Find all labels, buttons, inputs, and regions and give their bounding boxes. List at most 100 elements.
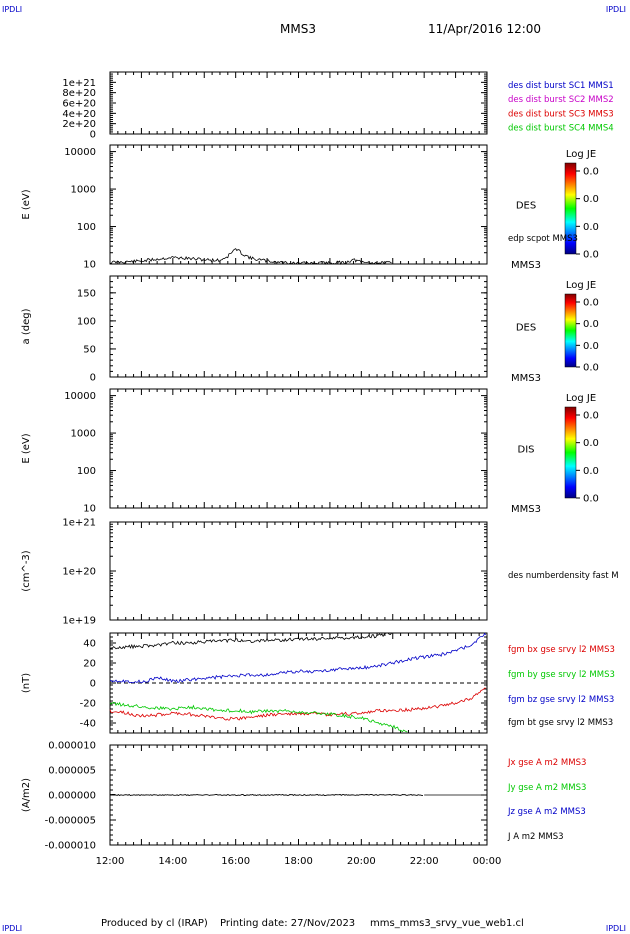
panel-3-ytick-label-2: 1000 — [71, 429, 96, 440]
panel-0-ytick-label-3: 6e+20 — [62, 99, 96, 110]
panel-6-series-line — [109, 793, 423, 797]
panel-1-ytick-label-3: 10000 — [64, 147, 96, 158]
panel-2-colorbar-tick-label-3: 0.0 — [583, 363, 599, 374]
panel-4-ylabel: (cm^-3) — [21, 550, 32, 591]
panel-5-legend-1: fgm by gse srvy l2 MMS3 — [508, 670, 615, 680]
spacecraft-title: MMS3 — [280, 22, 316, 36]
panel-0-frame — [109, 71, 488, 135]
panel-4-ytick-label-1: 1e+20 — [62, 567, 96, 578]
panel-1-colorbar-tick-label-0: 0.0 — [583, 167, 599, 178]
panel-4-ytick-label-0: 1e+19 — [62, 616, 96, 627]
panel-3-colorbar-title: Log JE — [566, 393, 596, 404]
panel-1-spacecraft-label: MMS3 — [511, 260, 541, 271]
panel-2-colorbar-tick-label-1: 0.0 — [583, 319, 599, 330]
footer-file: mms_mms3_srvy_vue_web1.cl — [370, 918, 524, 929]
panel-6-legend-0: Jx gse A m2 MMS3 — [507, 758, 586, 768]
panel-0-ytick-label-2: 4e+20 — [62, 109, 96, 120]
xaxis-tick-label-0: 12:00 — [96, 856, 125, 867]
panel-1-right-label: DES — [516, 201, 536, 212]
panel-5-series-0 — [109, 687, 486, 721]
panel-1-series-label: edp scpot MMS3 — [508, 234, 578, 244]
panel-3-ytick-label-3: 10000 — [64, 391, 96, 402]
panel-0-legend-0: des dist burst SC1 MMS1 — [508, 81, 614, 91]
xaxis-tick-label-4: 20:00 — [347, 856, 376, 867]
panel-1-colorbar-tick-label-2: 0.0 — [583, 222, 599, 233]
panel-6-ylabel: (A/m2) — [21, 778, 32, 812]
panel-3-ylabel: E (eV) — [21, 433, 32, 463]
panel-6-ytick-label-4: 0.000010 — [48, 741, 96, 752]
panel-5-ytick-label-1: -20 — [80, 699, 96, 710]
panel-0-ytick-label-0: 0 — [90, 130, 96, 141]
panel-1-frame — [109, 144, 488, 265]
panel-1-ytick-label-0: 10 — [83, 260, 96, 271]
panel-3-right-label: DIS — [518, 445, 535, 456]
panel-2-spacecraft-label: MMS3 — [511, 373, 541, 384]
panel-3-ytick-label-1: 100 — [77, 466, 96, 477]
date-title: 11/Apr/2016 12:00 — [428, 22, 542, 36]
panel-6-ytick-label-3: 0.000005 — [48, 766, 96, 777]
panel-2-ytick-label-2: 100 — [77, 316, 96, 327]
panel-5-ylabel: (nT) — [21, 673, 32, 693]
panel-2-ytick-label-0: 0 — [90, 373, 96, 384]
panel-3-colorbar — [564, 406, 577, 499]
panel-0-ytick-label-5: 1e+21 — [62, 78, 96, 89]
panel-5-legend-3: fgm bt gse srvy l2 MMS3 — [508, 718, 613, 728]
panel-3-colorbar-tick-label-0: 0.0 — [583, 411, 599, 422]
panel-4-frame — [109, 521, 488, 621]
corner-label-bl: IPDLI — [2, 924, 23, 933]
xaxis-tick-label-6: 00:00 — [473, 856, 502, 867]
footer-produced: Produced by cl (IRAP) — [101, 918, 208, 929]
panel-3-colorbar-tick-label-2: 0.0 — [583, 466, 599, 477]
panel-2-ylabel: a (deg) — [21, 308, 32, 344]
panel-2-ytick-label-3: 150 — [77, 288, 96, 299]
panel-1-ylabel: E (eV) — [21, 189, 32, 219]
panel-3-frame — [109, 388, 488, 509]
panel-0-legend-1: des dist burst SC2 MMS2 — [508, 95, 614, 105]
panel-5-legend-0: fgm bx gse srvy l2 MMS3 — [508, 645, 615, 655]
panel-0-legend-2: des dist burst SC3 MMS3 — [508, 109, 614, 119]
panel-1-ytick-label-2: 1000 — [71, 185, 96, 196]
xaxis-tick-label-3: 18:00 — [284, 856, 313, 867]
panel-5-legend-2: fgm bz gse srvy l2 MMS3 — [508, 695, 614, 705]
panel-2-frame — [109, 275, 488, 378]
panel-3-spacecraft-label: MMS3 — [511, 504, 541, 515]
panel-2-right-label: DES — [516, 323, 536, 334]
xaxis-tick-label-5: 22:00 — [410, 856, 439, 867]
panel-0-ytick-label-4: 8e+20 — [62, 88, 96, 99]
panel-6-legend-1: Jy gse A m2 MMS3 — [507, 783, 586, 793]
panel-6-ytick-label-0: -0.000010 — [45, 841, 96, 852]
panel-6-legend-2: Jz gse A m2 MMS3 — [507, 807, 586, 817]
panel-5-series-1 — [109, 701, 408, 733]
panel-2-colorbar-title: Log JE — [566, 280, 596, 291]
panel-4-ytick-label-2: 1e+21 — [62, 518, 96, 529]
panel-5-ytick-label-2: 0 — [90, 679, 96, 690]
panel-2-colorbar-tick-label-0: 0.0 — [583, 298, 599, 309]
panel-1-ytick-label-1: 100 — [77, 222, 96, 233]
panel-5-ytick-label-3: 20 — [83, 659, 96, 670]
panel-2-ytick-label-1: 50 — [83, 344, 96, 355]
panel-5-series-3 — [109, 632, 392, 650]
panel-2-colorbar-tick-label-2: 0.0 — [583, 341, 599, 352]
xaxis-tick-label-2: 16:00 — [221, 856, 250, 867]
panel-1-colorbar-tick-label-1: 0.0 — [583, 194, 599, 205]
panel-6-ytick-label-2: 0.000000 — [48, 791, 96, 802]
xaxis-tick-label-1: 14:00 — [158, 856, 187, 867]
panel-1-colorbar-tick-label-3: 0.0 — [583, 250, 599, 261]
panel-2-colorbar — [564, 293, 577, 368]
panel-5-ytick-label-0: -40 — [80, 719, 96, 730]
panel-6-legend-3: J A m2 MMS3 — [507, 832, 564, 842]
panel-3-colorbar-tick-label-3: 0.0 — [583, 494, 599, 505]
panel-6-ytick-label-1: -0.000005 — [45, 816, 96, 827]
panel-1-colorbar-title: Log JE — [566, 149, 596, 160]
corner-label-br: IPDLI — [605, 924, 626, 933]
panel-3-ytick-label-0: 10 — [83, 504, 96, 515]
panel-0-ytick-label-1: 2e+20 — [62, 119, 96, 130]
panel-1-series-line — [109, 248, 392, 265]
panel-5-series-2 — [109, 632, 487, 684]
panel-3-colorbar-tick-label-1: 0.0 — [583, 438, 599, 449]
panel-0-legend-3: des dist burst SC4 MMS4 — [508, 124, 614, 134]
panel-4-legend-0: des numberdensity fast M — [508, 571, 619, 581]
corner-label-tl: IPDLI — [2, 5, 23, 14]
footer-printing-date: Printing date: 27/Nov/2023 — [220, 918, 356, 929]
